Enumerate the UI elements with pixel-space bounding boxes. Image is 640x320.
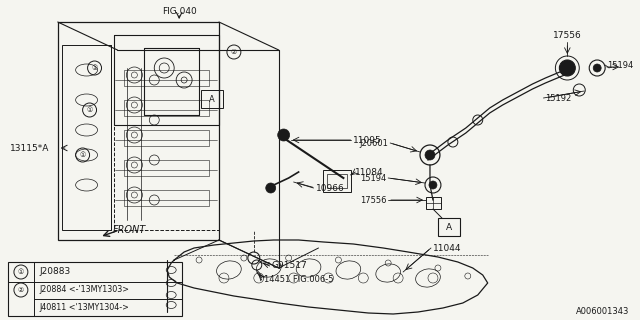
Text: 11044: 11044 — [433, 244, 461, 252]
Bar — [328, 174, 348, 188]
Bar — [124, 160, 209, 176]
Text: ①: ① — [92, 65, 98, 71]
Text: 17556: 17556 — [553, 30, 582, 39]
Circle shape — [278, 129, 290, 141]
Text: G91517: G91517 — [272, 261, 307, 270]
Bar — [201, 90, 223, 108]
Text: FIG.040: FIG.040 — [162, 6, 196, 15]
Text: J20601: J20601 — [359, 139, 388, 148]
Bar — [426, 197, 441, 209]
Bar — [124, 70, 209, 86]
Circle shape — [429, 181, 437, 189]
Circle shape — [425, 150, 435, 160]
Text: 11095: 11095 — [353, 135, 382, 145]
Bar — [8, 262, 182, 316]
Bar — [115, 35, 219, 230]
Text: 17556: 17556 — [360, 196, 386, 204]
Text: J40811 <'13MY1304->: J40811 <'13MY1304-> — [40, 303, 130, 313]
Text: A006001343: A006001343 — [575, 308, 629, 316]
Text: ①: ① — [18, 269, 24, 275]
Text: FRONT: FRONT — [113, 225, 146, 235]
Bar — [115, 35, 219, 125]
Text: 15194: 15194 — [360, 173, 386, 182]
Bar — [61, 45, 111, 230]
Circle shape — [266, 183, 276, 193]
Text: 15192: 15192 — [545, 93, 572, 102]
Bar — [323, 170, 351, 192]
Text: A: A — [446, 222, 452, 231]
Bar — [438, 218, 460, 236]
Text: 13115*A: 13115*A — [10, 143, 49, 153]
Text: A: A — [209, 94, 215, 103]
Text: J20883: J20883 — [40, 268, 71, 276]
Text: 14451 FIG.006-5: 14451 FIG.006-5 — [264, 276, 333, 284]
Text: ②: ② — [231, 49, 237, 55]
Bar — [124, 130, 209, 146]
Text: ②: ② — [18, 287, 24, 293]
Circle shape — [559, 60, 575, 76]
Text: 11084: 11084 — [355, 167, 384, 177]
Text: 10966: 10966 — [316, 183, 344, 193]
Text: ①: ① — [79, 152, 86, 158]
Circle shape — [593, 64, 601, 72]
Text: 15194: 15194 — [607, 60, 634, 69]
Text: ①: ① — [86, 107, 93, 113]
Text: J20884 <-'13MY1303>: J20884 <-'13MY1303> — [40, 285, 130, 294]
Bar — [124, 190, 209, 206]
Bar — [124, 100, 209, 116]
